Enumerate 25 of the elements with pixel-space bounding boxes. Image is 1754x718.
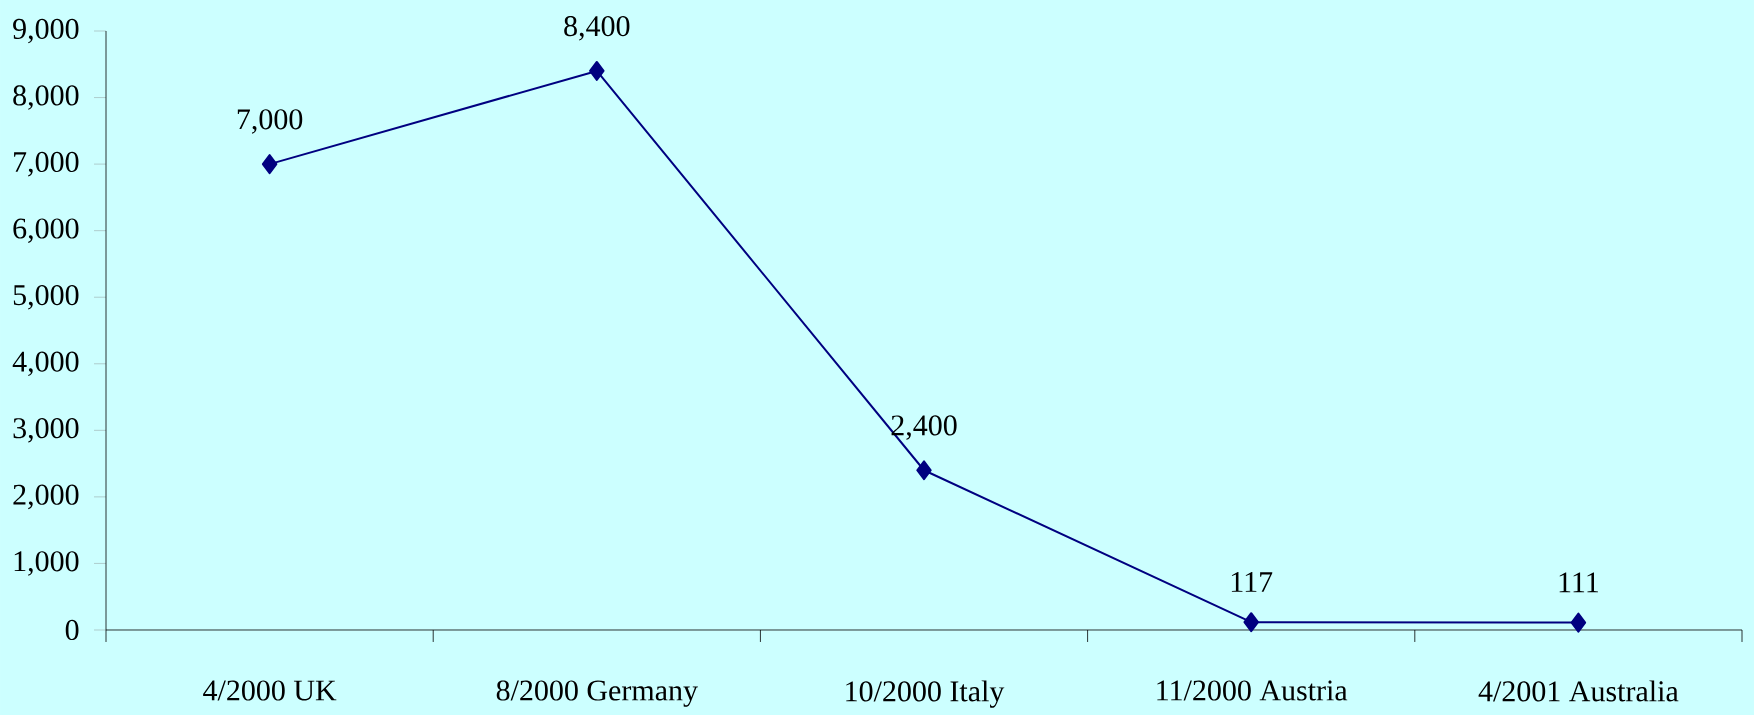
x-tick-label: 10/2000 Italy xyxy=(846,680,1005,708)
x-tick-label: 8/2000 Germany xyxy=(496,680,698,707)
point xyxy=(1243,612,1259,633)
point xyxy=(916,460,932,481)
point xyxy=(261,154,278,175)
data-label: 7,000 xyxy=(237,109,303,134)
y-tick-label: 3,000 xyxy=(13,418,79,443)
x-tick-label: 11/2000 Austria xyxy=(1157,680,1348,701)
x-tick-label: 4/2000 UK xyxy=(203,680,337,701)
x-tick-label: 4/2001 Australia xyxy=(1478,680,1679,702)
y-tick-label: 5,000 xyxy=(13,285,79,310)
point xyxy=(589,61,605,82)
y-tick-label: 9,000 xyxy=(13,18,79,44)
data-label: 8,400 xyxy=(564,16,630,41)
y-tick-label: 6,000 xyxy=(13,218,79,244)
y-tick-label: 7,000 xyxy=(14,151,79,177)
data-label: 2,400 xyxy=(891,415,957,441)
data-label: 117 xyxy=(1231,572,1273,592)
data-label: 111 xyxy=(1559,572,1598,593)
y-tick-label: 1,000 xyxy=(14,551,79,576)
y-tick-label: 0 xyxy=(65,620,79,641)
y-tick-label: 4,000 xyxy=(12,351,79,377)
y-tick-label: 2,000 xyxy=(13,484,79,510)
point xyxy=(1570,612,1587,633)
y-tick-label: 8,000 xyxy=(13,85,79,110)
